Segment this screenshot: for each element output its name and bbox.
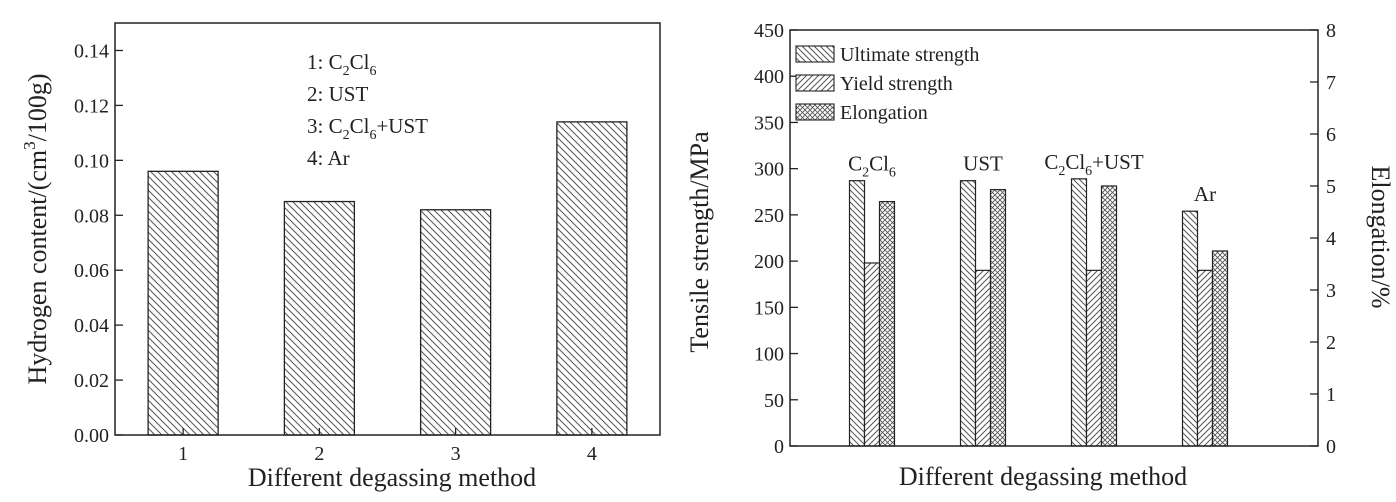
- ultimate-strength-bar: [1070, 178, 1088, 447]
- c1-y-tick-label: 0.02: [74, 370, 109, 392]
- c2-y-tick-label: 400: [754, 66, 784, 88]
- c1-x-tick-label: 3: [451, 443, 461, 465]
- c1-y-axis-title: Hydrogen content/(cm3/100g): [20, 73, 52, 384]
- c2-legend-label: Ultimate strength: [840, 44, 979, 66]
- c2-y2-tick-label: 6: [1326, 124, 1336, 146]
- c2-y-tick-label: 300: [754, 159, 784, 181]
- c2-y-tick-label: 50: [764, 390, 784, 412]
- c1-legend-entry: 1: C2Cl6: [307, 50, 376, 79]
- c2-y-tick-label: 450: [754, 20, 784, 42]
- yield-strength-bar: [863, 262, 881, 447]
- c2-legend-label: Yield strength: [840, 73, 953, 95]
- c2-y2-tick-label: 3: [1326, 280, 1336, 302]
- c2-y-tick-label: 250: [754, 205, 784, 227]
- c1-y-tick-label: 0.14: [74, 40, 109, 62]
- c2-y2-tick-label: 4: [1326, 228, 1336, 250]
- c1-x-tick-label: 1: [178, 443, 188, 465]
- c2-y2-tick-label: 0: [1326, 436, 1336, 458]
- c1-y-axis: 0.00 0.02 0.04 0.06 0.08 0.10 0.12 0.14: [74, 40, 123, 447]
- c2-y-tick-label: 150: [754, 297, 784, 319]
- ultimate-strength-bar: [1181, 210, 1199, 447]
- hydrogen-bar: [419, 209, 492, 436]
- c1-legend-entry: 4: Ar: [307, 146, 350, 170]
- c1-y-tick-label: 0.08: [74, 205, 109, 227]
- c2-group-label: C2Cl6: [848, 152, 896, 181]
- hydrogen-bar: [283, 200, 356, 436]
- c2-y-tick-label: 350: [754, 112, 784, 134]
- c2-group-label: C2Cl6+UST: [1044, 150, 1144, 179]
- c1-x-tick-label: 2: [314, 443, 324, 465]
- c2-right-y-axis: 0 1 2 3 4 5 6 7 8: [1310, 20, 1336, 458]
- c2-legend-swatch: [795, 74, 835, 92]
- c1-x-tick-label: 4: [587, 443, 597, 465]
- tensile-bars: [848, 178, 1229, 447]
- yield-strength-bar: [1085, 269, 1103, 447]
- c2-legend-swatch: [795, 45, 835, 63]
- c1-plot-frame: [114, 22, 661, 436]
- c2-group-label: Ar: [1194, 182, 1216, 206]
- hydrogen-bar: [147, 170, 219, 436]
- c1-legend-entry: 3: C2Cl6+UST: [307, 114, 428, 143]
- c2-y2-tick-label: 7: [1326, 72, 1336, 94]
- c2-y2-tick-label: 1: [1326, 384, 1336, 406]
- elongation-bar: [878, 201, 896, 447]
- c2-y2-axis-title: Elongation/%: [1366, 166, 1395, 309]
- ultimate-strength-bar: [959, 180, 977, 447]
- c2-y-tick-label: 100: [754, 344, 784, 366]
- c2-y-tick-label: 200: [754, 251, 784, 273]
- c2-x-axis-title: Different degassing method: [899, 462, 1187, 491]
- elongation-bar: [1100, 185, 1118, 447]
- yield-strength-bar: [1196, 269, 1214, 447]
- c1-y-tick-label: 0.04: [74, 315, 109, 337]
- tensile-strength-chart: 0 50 100 150 200 250 300 350 400 450 0 1 2 3 4 5 6 7 8 C2…: [685, 20, 1395, 491]
- elongation-bar: [1211, 250, 1229, 447]
- c2-legend-label: Elongation: [840, 102, 928, 124]
- hydrogen-bars: [147, 121, 628, 436]
- c1-y-tick-label: 0.06: [74, 260, 109, 282]
- elongation-bar: [989, 189, 1007, 447]
- c1-legend-entry: 2: UST: [307, 82, 368, 106]
- yield-strength-bar: [974, 269, 992, 447]
- c2-left-y-axis: 0 50 100 150 200 250 300 350 400 450: [754, 20, 798, 458]
- c2-y-tick-label: 0: [774, 436, 784, 458]
- hydrogen-bar: [556, 121, 628, 436]
- hydrogen-content-chart: 0.00 0.02 0.04 0.06 0.08 0.10 0.12 0.14 1 2 3 4 1:…: [20, 22, 661, 492]
- c2-legend: Ultimate strength Yield strength Elongatio…: [795, 44, 979, 124]
- c2-y2-tick-label: 5: [1326, 176, 1336, 198]
- c1-y-tick-label: 0.00: [74, 425, 109, 447]
- c2-group-labels: C2Cl6 UST C2Cl6+UST Ar: [848, 150, 1216, 206]
- c1-x-axis: 1 2 3 4: [178, 428, 597, 465]
- c1-y-tick-label: 0.12: [74, 95, 109, 117]
- c2-legend-swatch: [795, 103, 835, 121]
- c2-group-label: UST: [963, 152, 1003, 176]
- c1-legend: 1: C2Cl6 2: UST 3: C2Cl6+UST 4: Ar: [307, 50, 428, 170]
- ultimate-strength-bar: [848, 180, 866, 447]
- c2-y2-tick-label: 8: [1326, 20, 1336, 42]
- c1-y-tick-label: 0.10: [74, 150, 109, 172]
- c2-y-axis-title: Tensile strength/MPa: [685, 131, 714, 353]
- c1-x-axis-title: Different degassing method: [248, 463, 536, 492]
- c2-y2-tick-label: 2: [1326, 332, 1336, 354]
